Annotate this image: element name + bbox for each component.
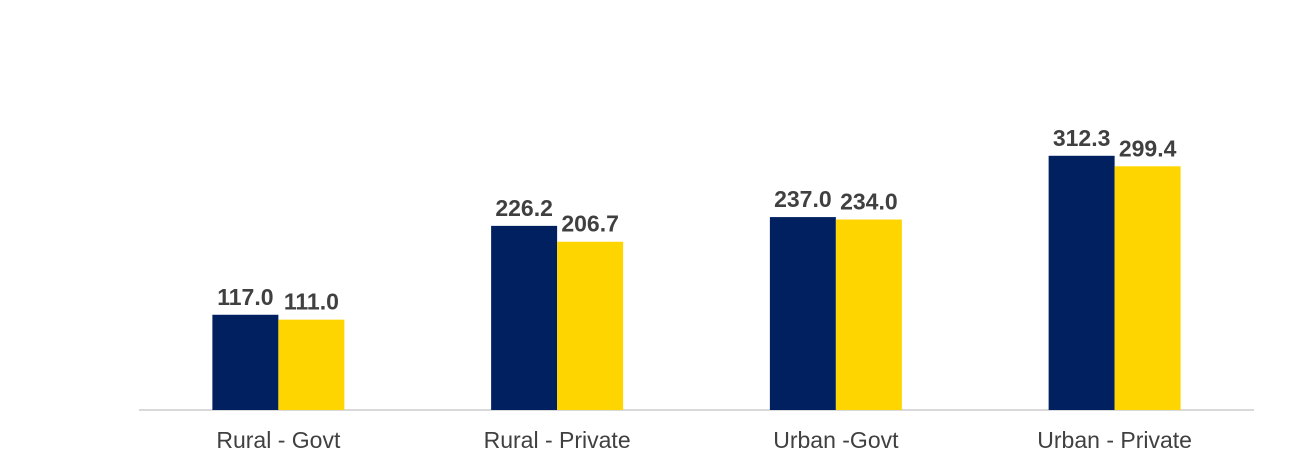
category-labels-group: Rural - Govt Rural - Private Urban -Govt Ur… bbox=[216, 427, 1192, 453]
data-label-series-1-1: 226.2 bbox=[495, 195, 553, 221]
bar-series-1-0 bbox=[212, 314, 279, 410]
bar-series-2-1 bbox=[557, 241, 624, 410]
value-labels-group: 117.0 111.0 226.2 206.7 237.0 234.0 312.3 299.4 bbox=[217, 125, 1176, 315]
bar-series-2-0 bbox=[278, 319, 345, 410]
bar-series-2-2 bbox=[835, 219, 902, 410]
data-label-series-1-0: 117.0 bbox=[217, 284, 273, 310]
category-label: Rural - Private bbox=[484, 427, 631, 453]
category-label: Rural - Govt bbox=[216, 427, 341, 453]
bar-series-1-2 bbox=[769, 217, 836, 410]
bars-group bbox=[212, 155, 1181, 410]
data-label-series-2-2: 234.0 bbox=[840, 189, 898, 215]
category-label: Urban -Govt bbox=[773, 427, 899, 453]
data-label-series-2-1: 206.7 bbox=[561, 211, 619, 237]
bar-series-2-3 bbox=[1114, 166, 1181, 410]
category-label: Urban - Private bbox=[1037, 427, 1192, 453]
data-label-series-2-3: 299.4 bbox=[1119, 135, 1177, 161]
data-label-series-1-2: 237.0 bbox=[774, 186, 832, 212]
data-label-series-1-3: 312.3 bbox=[1053, 125, 1111, 151]
bar-series-1-3 bbox=[1048, 155, 1115, 410]
bar-series-1-1 bbox=[491, 225, 558, 410]
data-label-series-2-0: 111.0 bbox=[284, 289, 339, 315]
